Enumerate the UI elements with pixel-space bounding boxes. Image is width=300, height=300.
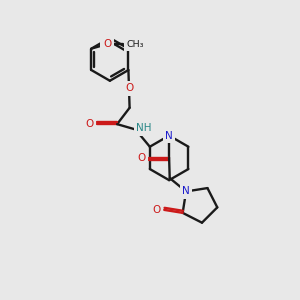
Text: O: O — [103, 39, 111, 49]
Text: O: O — [137, 153, 146, 163]
Text: N: N — [165, 130, 173, 141]
Text: N: N — [182, 187, 190, 196]
Text: NH: NH — [136, 123, 152, 133]
Text: O: O — [153, 205, 161, 215]
Text: CH₃: CH₃ — [127, 40, 144, 49]
Text: N: N — [182, 187, 190, 196]
Text: O: O — [125, 83, 133, 94]
Text: O: O — [85, 119, 94, 129]
